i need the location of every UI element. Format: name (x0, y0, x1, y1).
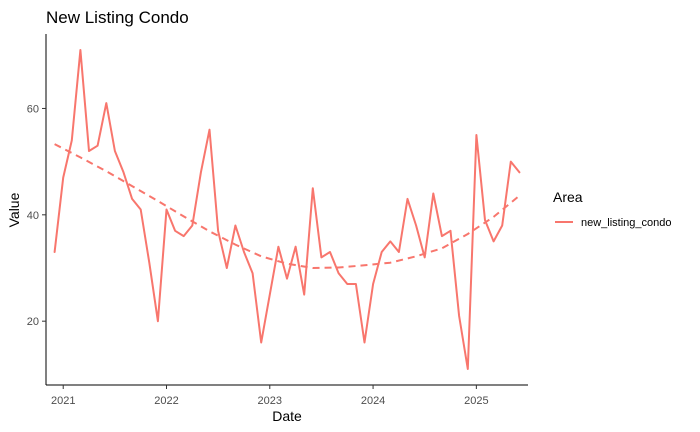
y-tick-label-20: 20 (27, 316, 39, 328)
legend-title: Area (553, 189, 583, 205)
trend-line (54, 143, 521, 269)
x-tick-label-2021: 2021 (51, 395, 75, 407)
x-tick-label-2023: 2023 (258, 395, 282, 407)
y-tick-label-60: 60 (27, 103, 39, 115)
series-line-new-listing-condo (53, 49, 521, 370)
y-axis-title: Value (6, 192, 22, 227)
x-tick-label-2022: 2022 (154, 395, 178, 407)
legend: Area new_listing_condo (553, 189, 672, 229)
series-layer (53, 49, 521, 370)
x-axis-title: Date (272, 408, 302, 424)
y-tick-label-40: 40 (27, 210, 39, 222)
chart-title: New Listing Condo (46, 8, 189, 27)
x-tick-label-2024: 2024 (361, 395, 385, 407)
x-tick-label-2025: 2025 (464, 395, 488, 407)
legend-label-new-listing-condo: new_listing_condo (581, 217, 672, 229)
y-axis: 20 40 60 (27, 34, 47, 385)
x-axis: 2021 2022 2023 2024 2025 (46, 384, 528, 407)
